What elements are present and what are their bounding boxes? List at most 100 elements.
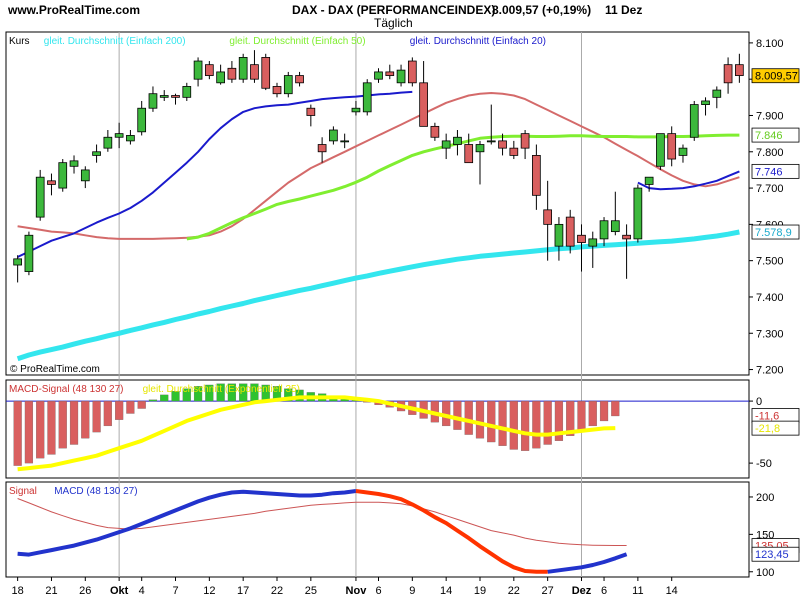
last-value-box: [751, 546, 800, 562]
macd-line-falling: [355, 489, 548, 574]
macd-histogram-bar: [554, 400, 564, 441]
candle-body: [148, 93, 158, 109]
ma20-line: [637, 170, 740, 191]
candle-body: [430, 125, 440, 138]
price-change: 8.009,57 (+0,19%): [492, 3, 592, 17]
macd-histogram-bar: [498, 400, 507, 446]
macd-histogram-bar: [103, 400, 112, 427]
candle-body: [701, 100, 710, 105]
last-value-box: [751, 420, 800, 436]
candle-body: [340, 140, 350, 143]
candle-body: [644, 176, 654, 185]
x-tick-label: 14: [440, 585, 452, 597]
x-tick-label: 25: [305, 585, 317, 597]
candle-body: [126, 135, 135, 142]
macd-histogram-bar: [160, 394, 169, 402]
macd-histogram-bar: [115, 400, 124, 420]
macd-histogram-bar: [69, 400, 79, 445]
x-tick-label: Nov: [346, 585, 368, 597]
candle-body: [159, 95, 169, 98]
macd-histogram-bar: [566, 400, 575, 436]
macd-histogram-bar: [611, 400, 620, 417]
candle-body: [13, 258, 22, 266]
macd-histogram-bar: [284, 388, 293, 402]
y-tick-label: -50: [756, 458, 772, 470]
candle-body: [250, 64, 259, 80]
x-tick-label: 14: [666, 585, 678, 597]
macd-histogram-bar: [599, 400, 609, 422]
candle-body: [317, 144, 327, 153]
legend-entry: gleit. Durchschnitt (Einfach 200): [44, 36, 186, 47]
candle-body: [520, 133, 530, 149]
candle-body: [261, 57, 271, 89]
last-value-box: [751, 127, 800, 143]
x-tick-label: 11: [632, 585, 643, 597]
candle-body: [543, 209, 553, 225]
last-value-label: 7.578,9: [755, 227, 792, 239]
candle-body: [464, 144, 474, 164]
candle-body: [193, 60, 203, 80]
candle-body: [272, 86, 282, 95]
last-value-box: [751, 68, 800, 84]
x-tick-label: 9: [409, 585, 415, 597]
candle-body: [735, 64, 744, 76]
panel-frame-0: [5, 31, 750, 376]
macd-histogram-bar: [588, 400, 597, 427]
candle-body: [137, 107, 147, 133]
candle-body: [622, 234, 631, 240]
candle-body: [554, 223, 564, 247]
macd-histogram-bar: [24, 400, 34, 464]
candle-body: [47, 180, 56, 185]
candle-body: [238, 57, 248, 80]
macd-histogram-bar: [464, 400, 473, 435]
candle-body: [656, 133, 665, 167]
legend-entry: Kurs: [9, 36, 30, 47]
candle-body: [633, 187, 643, 240]
y-tick-label: 8.100: [756, 38, 784, 50]
site-name: www.ProRealTime.com: [8, 3, 141, 17]
y-tick-label: 7.800: [756, 147, 784, 159]
macd-line-rising: [547, 552, 628, 574]
candle-body: [712, 89, 722, 98]
candle-body: [486, 140, 496, 143]
candle-body: [689, 104, 699, 138]
x-tick-label: 22: [508, 585, 520, 597]
candle-body: [667, 133, 677, 160]
y-tick-label: 100: [756, 567, 774, 579]
chart-header: www.ProRealTime.com DAX - DAX (PERFORMAN…: [0, 0, 800, 32]
y-tick-label: 7.400: [756, 292, 784, 304]
last-value-box: [751, 224, 800, 240]
candle-body: [509, 147, 519, 156]
ema35-line: [17, 395, 616, 472]
instrument-title: DAX - DAX (PERFORMANCEINDEX): [292, 3, 496, 17]
last-value-label: 7.746: [755, 166, 783, 178]
y-tick-label: 0: [756, 396, 762, 408]
candle-body: [610, 220, 620, 233]
candle-body: [453, 136, 462, 145]
candle-body: [678, 147, 688, 156]
candle-body: [329, 129, 338, 142]
candle-body: [419, 82, 428, 127]
macd-histogram-bar: [58, 400, 67, 449]
header-date: 11 Dez: [605, 3, 643, 17]
legend-entry: gleit. Durchschnitt (Einfach 20): [410, 36, 546, 47]
macd-histogram-bar: [216, 383, 225, 402]
signal-line: [17, 498, 627, 546]
macd-histogram-bar: [171, 391, 180, 402]
candle-body: [114, 133, 124, 138]
candle-body: [103, 136, 113, 149]
x-tick-label: Dez: [572, 585, 592, 597]
candle-body: [577, 234, 586, 243]
last-value-label: 8.009,57: [755, 71, 798, 83]
last-value-label: -21,8: [755, 423, 780, 435]
candle-body: [171, 95, 180, 98]
y-tick-label: 7.500: [756, 256, 784, 268]
ma200-line: [16, 229, 740, 362]
candle-body: [204, 64, 214, 76]
x-tick-label: 18: [12, 585, 24, 597]
macd-histogram-bar: [453, 400, 462, 430]
period-label: Täglich: [374, 16, 413, 30]
ma50-line: [186, 133, 740, 241]
macd-histogram-bar: [509, 400, 518, 450]
x-tick-label: 27: [542, 585, 554, 597]
